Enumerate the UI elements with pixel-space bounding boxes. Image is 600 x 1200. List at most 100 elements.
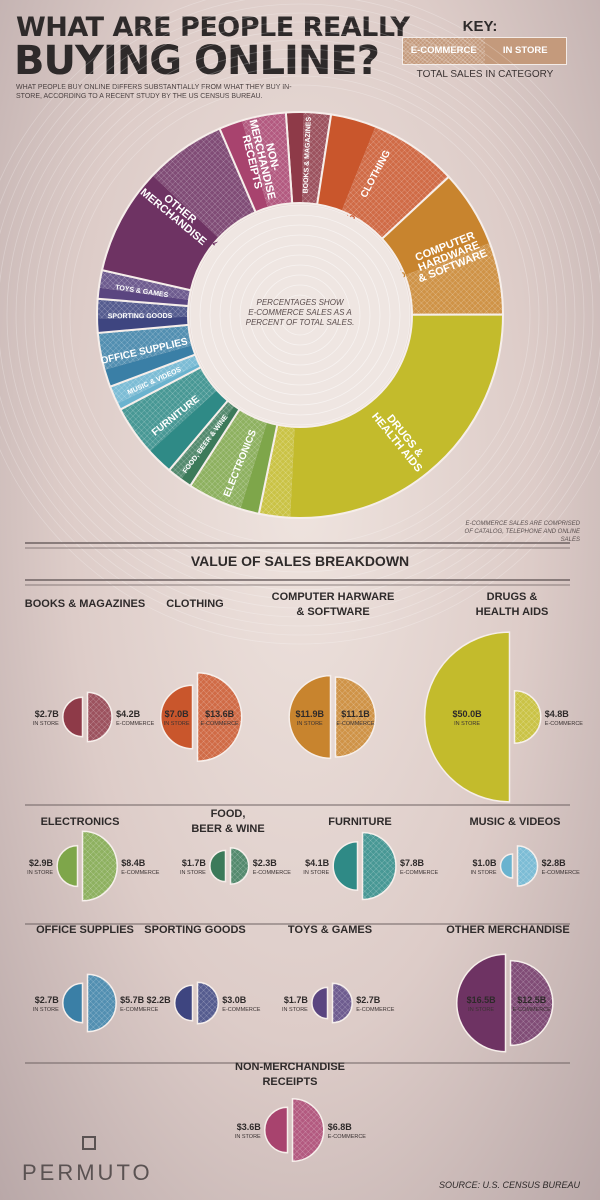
donut-in-store-wedge: [104, 345, 196, 387]
breakdown-title: DRUGS &: [487, 591, 538, 603]
donut-ecommerce-hatch: [241, 112, 293, 208]
donut-in-store-wedge: [382, 176, 490, 276]
breakdown-chart: BOOKS & MAGAZINES $2.7B IN STORE $4.2B E-COM…: [25, 591, 584, 1163]
breakdown-title: COMPUTER HARWARE: [272, 591, 395, 603]
in-store-value: $7.0B: [165, 709, 190, 719]
in-store-half-circle: [173, 984, 194, 1022]
donut-segment: OTHERMERCHANDISE43.2%: [100, 127, 257, 292]
section-dividers: [25, 542, 570, 1064]
ecommerce-caption: E-COMMERCE: [121, 870, 160, 876]
in-store-caption: IN STORE: [235, 1134, 261, 1140]
donut-segment: BOOKS & MAGAZINES61.0%: [284, 111, 333, 231]
ring: [24, 39, 576, 591]
breakdown-title: FOOD,: [211, 808, 246, 820]
donut-chart: BOOKS & MAGAZINES61.0%CLOTHING65.9%COMPU…: [96, 111, 505, 519]
background-rings: [0, 0, 600, 644]
section-title: VALUE OF SALES BREAKDOWN: [190, 553, 410, 569]
ecommerce-value: $11.1B: [341, 709, 370, 719]
breakdown-title: ELECTRONICS: [41, 816, 120, 828]
breakdown-item: MUSIC & VIDEOS $1.0B IN STORE $2.8B E-COMMER…: [469, 816, 580, 887]
ecommerce-caption: E-COMMERCE: [545, 721, 584, 727]
breakdown-title: & SOFTWARE: [296, 606, 369, 618]
ecommerce-hatch: [332, 983, 353, 1023]
breakdown-title: NON-MERCHANDISE: [235, 1061, 345, 1073]
donut-ecommerce-hatch: [152, 128, 256, 238]
ring: [6, 21, 594, 609]
key-in-store: IN STORE: [502, 45, 548, 56]
in-store-value: $2.2B: [147, 995, 172, 1005]
donut-ecommerce-hatch: [190, 409, 268, 510]
title-line-2: BUYING ONLINE?: [14, 38, 380, 84]
breakdown-item: OTHER MERCHANDISE $16.5B IN STORE $12.5B E-C…: [446, 924, 570, 1053]
breakdown-title: BOOKS & MAGAZINES: [25, 598, 145, 610]
in-store-value: $16.5B: [467, 995, 497, 1005]
breakdown-item: NON-MERCHANDISE RECEIPTS $3.6B IN STORE $6.8…: [235, 1061, 366, 1163]
donut-in-store-wedge: [240, 422, 278, 514]
in-store-value: $50.0B: [453, 709, 483, 719]
donut-segment-border: [218, 111, 294, 214]
ecommerce-value: $2.3B: [253, 858, 278, 868]
ecommerce-hatch: [362, 832, 396, 900]
ecommerce-hatch: [87, 692, 113, 742]
breakdown-title: CLOTHING: [166, 598, 223, 610]
donut-center-note: E-COMMERCE SALES AS A: [248, 308, 351, 317]
donut-ecommerce-hatch: [301, 112, 332, 205]
key-total-label: TOTAL SALES IN CATEGORY: [416, 69, 554, 80]
donut-hole-ring: [259, 274, 341, 356]
ecommerce-caption: E-COMMERCE: [201, 721, 240, 727]
ring: [0, 12, 600, 618]
logo-icon: [82, 1136, 96, 1150]
breakdown-item: FOOD, BEER & WINE $1.7B IN STORE $2.3B E-COMM…: [180, 808, 292, 885]
donut-in-store-wedge: [102, 175, 219, 291]
ring: [0, 3, 600, 627]
in-store-caption: IN STORE: [303, 870, 329, 876]
in-store-value: $11.9B: [296, 709, 325, 719]
footnote: E-COMMERCE SALES ARE COMPRISED OF CATALO…: [464, 521, 580, 543]
donut-segment: ELECTRONICS74.1%: [188, 392, 279, 515]
ecommerce-hatch: [335, 677, 376, 757]
donut-in-store-wedge: [285, 111, 304, 204]
breakdown-title: OTHER MERCHANDISE: [446, 924, 569, 936]
in-store-caption: IN STORE: [27, 870, 53, 876]
ecommerce-value: $7.8B: [400, 858, 425, 868]
donut-label: BOOKS & MAGAZINES: [303, 116, 313, 193]
donut-ecommerce-hatch: [258, 424, 295, 518]
donut-ecommerce-hatch: [110, 354, 200, 404]
key-ecommerce: E-COMMERCE: [403, 38, 485, 64]
ring: [42, 57, 558, 573]
ecommerce-hatch: [82, 831, 118, 901]
in-store-caption: IN STORE: [454, 721, 480, 727]
donut-label-line: SPORTING GOODS: [108, 313, 173, 320]
source-note: SOURCE: U.S. CENSUS BUREAU: [438, 1180, 580, 1190]
donut-ecommerce-hatch: [404, 243, 503, 315]
in-store-caption: IN STORE: [180, 870, 206, 876]
in-store-half-circle: [62, 696, 84, 738]
donut-in-store-wedge: [97, 287, 190, 307]
donut-in-store-wedge: [181, 405, 240, 486]
donut-ecommerce-hatch: [97, 298, 189, 319]
ecommerce-hatch: [292, 1098, 324, 1162]
in-store-caption: IN STORE: [164, 721, 190, 727]
donut-segment: OFFICE SUPPLIES67.8%: [96, 323, 219, 388]
key-title: KEY:: [462, 18, 498, 35]
breakdown-item: ELECTRONICS $2.9B IN STORE $8.4B E-COMMERCE: [27, 816, 160, 902]
donut-in-store-wedge: [117, 363, 201, 410]
in-store-half-circle: [423, 631, 511, 803]
in-store-half-circle: [311, 986, 329, 1020]
ring: [0, 0, 600, 635]
breakdown-title: BEER & WINE: [191, 823, 264, 835]
ecommerce-caption: E-COMMERCE: [253, 870, 292, 876]
in-store-value: $1.0B: [472, 858, 497, 868]
ecommerce-value: $2.8B: [542, 858, 567, 868]
donut-ecommerce-hatch: [169, 400, 235, 480]
breakdown-item: COMPUTER HARWARE & SOFTWARE $11.9B IN STORE…: [272, 591, 395, 760]
breakdown-item: OFFICE SUPPLIES $2.7B IN STORE $5.7B E-COMME…: [33, 924, 159, 1033]
donut-ecommerce-hatch: [98, 270, 191, 300]
ring: [33, 48, 567, 582]
donut-ecommerce-hatch: [120, 367, 218, 452]
in-store-half-circle: [332, 840, 359, 892]
ecommerce-caption: E-COMMERCE: [513, 1007, 552, 1013]
donut-segment: MUSIC & VIDEOS74.0%: [108, 346, 225, 411]
ecommerce-hatch: [87, 974, 117, 1032]
